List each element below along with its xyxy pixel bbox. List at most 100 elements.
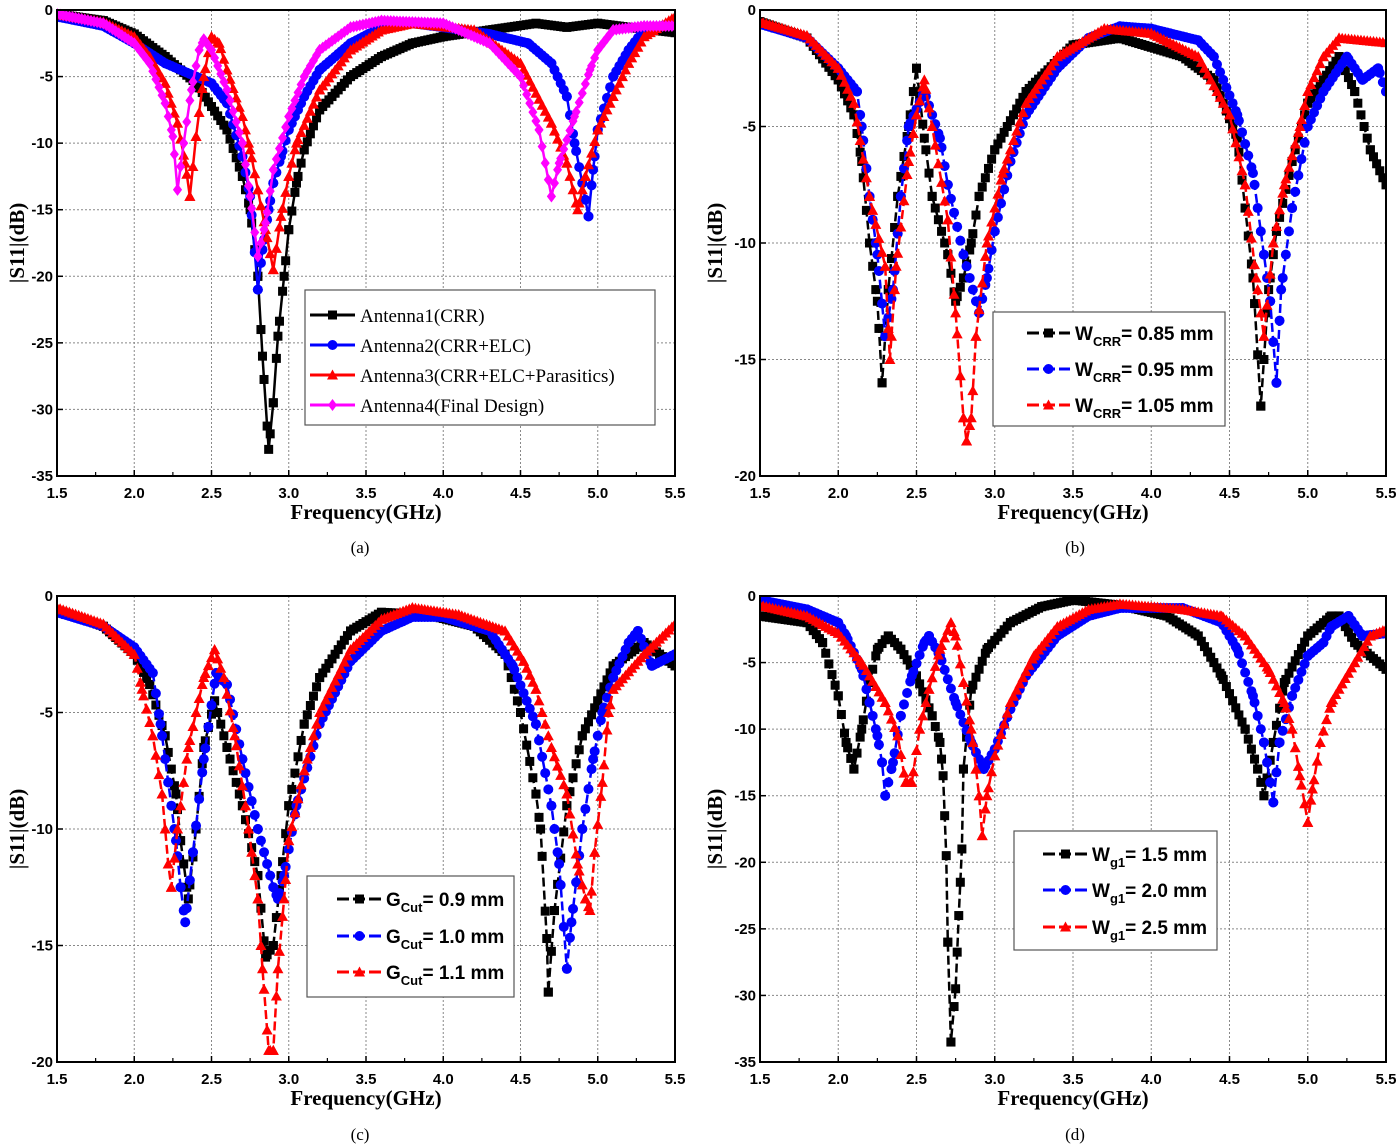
- x-tick-label: 3.0: [984, 1071, 1005, 1088]
- data-point: [1212, 663, 1222, 673]
- data-point: [867, 710, 878, 721]
- x-tick-label: 1.5: [750, 485, 771, 502]
- legend-marker: [1043, 364, 1054, 374]
- chart-panel: 1.5 2.0 2.5 3.0 3.5 4.0 4.5 5.0 5.5 0 -5 -10 -15 -20 F…: [5, 588, 685, 1144]
- data-point: [154, 81, 164, 94]
- data-point: [1287, 662, 1297, 672]
- data-point: [964, 714, 976, 725]
- data-point: [1277, 187, 1289, 198]
- data-point: [902, 655, 912, 665]
- data-point: [213, 708, 223, 717]
- data-point: [252, 284, 263, 295]
- legend-marker: [355, 894, 364, 904]
- data-point: [250, 226, 260, 239]
- data-point: [583, 784, 594, 795]
- data-point: [990, 145, 1000, 155]
- data-point: [902, 688, 913, 699]
- data-point: [1242, 205, 1254, 216]
- data-point: [942, 179, 953, 190]
- data-point: [168, 130, 178, 143]
- data-point: [218, 672, 230, 683]
- data-point: [871, 651, 881, 661]
- data-point: [586, 180, 597, 191]
- legend-marker: [328, 310, 337, 320]
- data-point: [1381, 180, 1386, 190]
- data-point: [546, 800, 557, 811]
- data-point: [855, 147, 865, 157]
- data-point: [281, 829, 291, 839]
- data-point: [950, 307, 962, 318]
- y-tick-label: -15: [734, 352, 756, 369]
- data-point: [327, 654, 337, 664]
- data-point: [1290, 186, 1301, 197]
- data-point: [246, 152, 258, 163]
- y-tick-label: 0: [748, 588, 756, 605]
- y-axis-label: |S11|(dB): [5, 789, 29, 869]
- data-point: [899, 650, 909, 660]
- data-point: [924, 703, 934, 713]
- data-point: [888, 757, 899, 768]
- data-point: [168, 852, 180, 863]
- data-point: [162, 858, 174, 869]
- data-point: [942, 624, 954, 635]
- data-point: [1381, 86, 1386, 97]
- data-point: [287, 784, 297, 794]
- data-point: [1243, 734, 1253, 744]
- data-point: [295, 126, 307, 137]
- data-point: [159, 77, 171, 88]
- data-point: [1249, 179, 1260, 190]
- data-point: [515, 680, 526, 691]
- data-point: [882, 322, 894, 333]
- data-point: [336, 640, 346, 650]
- series-4: [57, 7, 675, 263]
- data-point: [1233, 151, 1245, 162]
- data-point: [163, 747, 173, 757]
- data-point: [883, 312, 894, 323]
- x-tick-label: 2.0: [124, 485, 145, 502]
- data-point: [559, 827, 569, 837]
- data-point: [157, 730, 168, 741]
- y-tick-label: -20: [734, 468, 756, 485]
- data-point: [216, 116, 226, 126]
- data-point: [150, 688, 161, 699]
- data-point: [268, 163, 278, 176]
- data-point: [1280, 173, 1292, 184]
- x-tick-label: 1.5: [47, 485, 68, 502]
- data-point: [262, 858, 273, 869]
- data-point: [924, 168, 934, 178]
- data-point: [942, 214, 954, 225]
- data-point: [1380, 623, 1386, 634]
- data-point: [968, 680, 978, 690]
- y-tick-label: -10: [734, 721, 756, 738]
- data-point: [1243, 231, 1253, 241]
- y-tick-label: -15: [31, 938, 53, 955]
- data-point: [1001, 153, 1013, 164]
- legend-label: GCut= 0.9 mm: [386, 890, 504, 915]
- plot-frame: [56, 595, 676, 1063]
- data-point: [907, 766, 919, 777]
- data-point: [1261, 299, 1273, 310]
- data-point: [1234, 710, 1244, 720]
- legend-label: Wg1= 2.0 mm: [1092, 881, 1207, 906]
- x-tick-label: 5.0: [587, 485, 608, 502]
- data-point: [556, 853, 566, 863]
- data-point: [287, 102, 297, 115]
- legend-label: WCRR= 0.95 mm: [1075, 360, 1214, 385]
- data-point: [516, 70, 525, 83]
- data-point: [267, 1044, 279, 1055]
- data-point: [1221, 682, 1231, 692]
- data-point: [151, 73, 161, 86]
- data-point: [293, 171, 303, 181]
- data-point: [252, 824, 263, 834]
- data-point: [134, 676, 146, 687]
- data-point: [318, 668, 328, 678]
- data-point: [160, 754, 171, 765]
- data-point: [871, 285, 881, 295]
- data-point: [307, 98, 319, 109]
- data-point: [946, 1037, 956, 1047]
- legend-item: Antenna1(CRR): [310, 306, 485, 327]
- data-point: [885, 330, 897, 341]
- data-point: [546, 946, 556, 956]
- data-point: [268, 941, 278, 950]
- data-point: [979, 803, 991, 814]
